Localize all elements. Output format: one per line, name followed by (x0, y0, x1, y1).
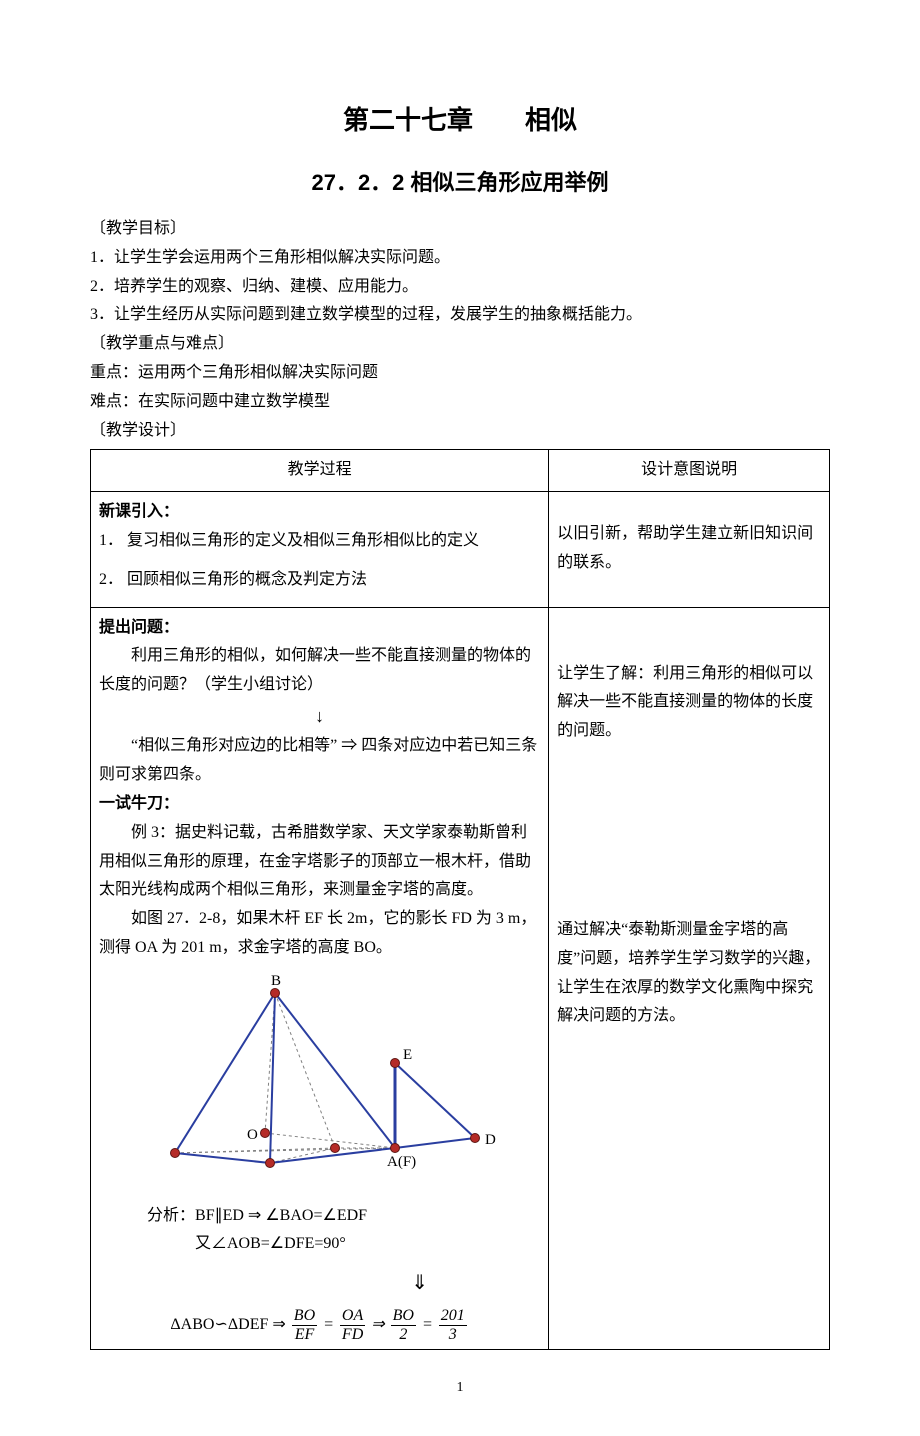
table-head-left: 教学过程 (91, 450, 549, 492)
intro-item: 1． 复习相似三角形的定义及相似三角形相似比的定义 (99, 527, 540, 556)
svg-text:B: B (271, 973, 281, 989)
question-rationale: 让学生了解：利用三角形的相似可以解决一些不能直接测量的物体的长度的问题。 (557, 660, 821, 746)
analysis-equation: ΔABO∽ΔDEF ⇒ BOEF = OAFD ⇒ BO2 = 2013 (99, 1307, 540, 1343)
example-title: 例 3：据史料记载，古希腊数学家、天文学家泰勒斯曾利用相似三角形的原理，在金字塔… (99, 819, 540, 905)
analysis-eq1: BF∥ED ⇒ ∠BAO=∠EDF (195, 1207, 367, 1224)
goal-item: 3．让学生经历从实际问题到建立数学模型的过程，发展学生的抽象概括能力。 (90, 301, 830, 330)
analysis-line: 又∠AOB=∠DFE=90° (195, 1230, 540, 1259)
intro-item: 2． 回顾相似三角形的概念及判定方法 (99, 566, 540, 595)
intro-rationale: 以旧引新，帮助学生建立新旧知识间的联系。 (557, 520, 821, 578)
svg-text:A(F): A(F) (387, 1154, 416, 1170)
analysis-line: 分析：BF∥ED ⇒ ∠BAO=∠EDF (147, 1202, 540, 1231)
arrow-down-double-icon: ⇓ (299, 1265, 540, 1301)
svg-text:E: E (403, 1047, 412, 1063)
implication-text: “相似三角形对应边的比相等” ⇒ 四条对应边中若已知三条则可求第四条。 (99, 732, 540, 790)
design-label: 〔教学设计〕 (90, 417, 830, 446)
goal-item: 1．让学生学会运用两个三角形相似解决实际问题。 (90, 244, 830, 273)
example-rationale: 通过解决“泰勒斯测量金字塔的高度”问题，培养学生学习数学的兴趣，让学生在浓厚的数… (557, 916, 821, 1031)
lesson-table: 教学过程 设计意图说明 新课引入： 1． 复习相似三角形的定义及相似三角形相似比… (90, 449, 830, 1350)
key-difficulty-label: 〔教学重点与难点〕 (90, 330, 830, 359)
implies-sign: ⇒ (371, 1316, 388, 1333)
difficulty-point: 难点：在实际问题中建立数学模型 (90, 388, 830, 417)
table-head-right: 设计意图说明 (549, 450, 830, 492)
section-title: 27．2．2 相似三角形应用举例 (90, 165, 830, 197)
intro-heading: 新课引入： (99, 498, 540, 527)
key-point: 重点：运用两个三角形相似解决实际问题 (90, 359, 830, 388)
page-number: 1 (90, 1380, 830, 1396)
equals-sign: = (323, 1316, 338, 1333)
chapter-title: 第二十七章 相似 (90, 100, 830, 137)
delta-similar-text: ΔABO∽ΔDEF ⇒ (170, 1316, 289, 1333)
fraction: BO2 (391, 1307, 416, 1343)
practice-heading: 一试牛刀： (99, 790, 540, 819)
question-body: 利用三角形的相似，如何解决一些不能直接测量的物体的长度的问题？（学生小组讨论） (99, 642, 540, 700)
pyramid-diagram: B E O A(F) D (99, 973, 540, 1194)
fraction: OAFD (340, 1307, 365, 1343)
fraction: 2013 (439, 1307, 467, 1343)
svg-text:O: O (247, 1127, 258, 1143)
fraction: BOEF (292, 1307, 317, 1343)
equals-sign: = (422, 1316, 437, 1333)
svg-text:D: D (485, 1132, 496, 1148)
goals-label: 〔教学目标〕 (90, 215, 830, 244)
goal-item: 2．培养学生的观察、归纳、建模、应用能力。 (90, 273, 830, 302)
example-setup: 如图 27．2-8，如果木杆 EF 长 2m，它的影长 FD 为 3 m，测得 … (99, 905, 540, 963)
table-row: 新课引入： 1． 复习相似三角形的定义及相似三角形相似比的定义 2． 回顾相似三… (91, 492, 830, 607)
question-heading: 提出问题： (99, 614, 540, 643)
analysis-label: 分析： (147, 1207, 195, 1224)
table-row: 提出问题： 利用三角形的相似，如何解决一些不能直接测量的物体的长度的问题？（学生… (91, 607, 830, 1350)
arrow-down-icon: ↓ (99, 700, 540, 732)
